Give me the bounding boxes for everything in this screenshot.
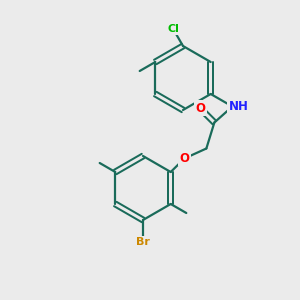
Text: O: O xyxy=(179,152,189,165)
Text: NH: NH xyxy=(228,100,248,113)
Text: Cl: Cl xyxy=(167,24,179,34)
Text: Br: Br xyxy=(136,237,150,247)
Text: O: O xyxy=(195,102,205,115)
